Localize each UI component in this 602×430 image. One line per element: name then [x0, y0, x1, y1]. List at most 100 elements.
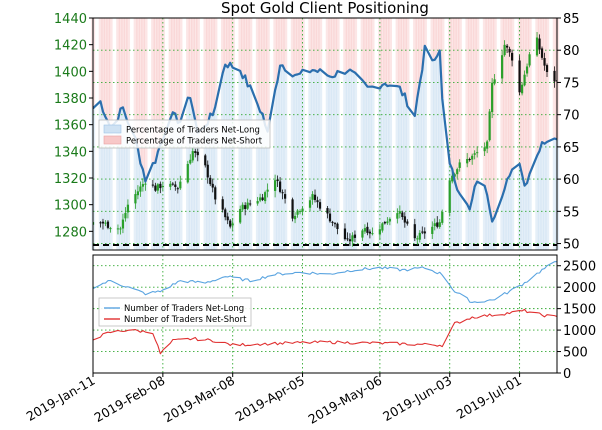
net-long-band [318, 69, 323, 250]
candle-body [249, 203, 252, 205]
pct-tick-label: 85 [563, 12, 580, 27]
candle-body [456, 169, 459, 175]
candle-body [388, 218, 391, 222]
candle-body [104, 222, 107, 224]
net-short-band [415, 18, 420, 98]
candle-body [518, 60, 521, 93]
date-tick-label: 2019-Mar-08 [161, 373, 237, 426]
candle-body [274, 180, 277, 191]
percentage-axis: 50 55 60 65 70 75 80 85 [557, 12, 580, 253]
net-short-band [173, 18, 178, 114]
candle-body [398, 211, 401, 214]
net-long-band [108, 127, 113, 250]
net-short-band [245, 18, 250, 87]
candle-body [244, 205, 247, 209]
net-short-band [240, 18, 245, 79]
net-long-band [98, 101, 103, 250]
date-tick-label: 2019-Jul-01 [454, 373, 524, 422]
candle-body [336, 223, 339, 230]
net-short-band [457, 18, 462, 194]
candle-body [436, 222, 439, 227]
net-long-band [383, 83, 388, 250]
net-short-band [395, 18, 400, 87]
net-long-band [537, 150, 542, 250]
candle-body [226, 216, 229, 221]
net-short-band [335, 18, 340, 72]
candle-body [204, 155, 207, 166]
net-short-band [435, 18, 440, 56]
net-long-band [418, 82, 422, 250]
candle-body [154, 185, 157, 191]
net-long-band [552, 138, 557, 250]
candle-body [326, 208, 329, 214]
candle-body [116, 228, 120, 230]
candle-body [196, 151, 199, 156]
net-long-band [435, 55, 440, 250]
net-long-band [328, 76, 333, 250]
net-long-band [350, 71, 355, 250]
net-long-band [153, 162, 158, 250]
candle-body [525, 66, 529, 74]
net-long-band [500, 196, 505, 250]
net-short-band [141, 18, 146, 170]
net-short-band [280, 18, 285, 66]
candle-body [171, 183, 174, 185]
net-short-band [136, 18, 141, 149]
net-short-band [522, 18, 527, 186]
net-short-band [475, 18, 480, 182]
net-long-swatch [103, 124, 122, 134]
net-short-band [470, 18, 475, 200]
net-long-band [143, 181, 148, 250]
net-short-band [455, 18, 460, 190]
net-long-band [502, 189, 507, 250]
net-long-band [485, 194, 490, 250]
net-short-band [243, 18, 248, 76]
candle-body [126, 204, 130, 213]
price-tick-label: 1440 [54, 12, 87, 27]
candle-body [423, 231, 426, 234]
candle-body [194, 151, 197, 153]
net-short-band [492, 18, 497, 217]
net-long-band [420, 70, 425, 250]
candle-body [224, 209, 227, 218]
net-long-count-series [93, 261, 557, 303]
net-short-band [143, 18, 148, 182]
count-tick-label: 1500 [563, 303, 596, 318]
net-short-band [370, 18, 375, 87]
net-long-band [398, 86, 402, 250]
bottom-frame-rect [92, 254, 558, 374]
net-short-band [171, 18, 175, 113]
net-short-band [345, 18, 350, 72]
count-tick-label: 0 [563, 367, 571, 382]
net-short-band [502, 18, 507, 190]
candle-body [293, 215, 297, 220]
net-long-band [106, 121, 111, 251]
net-long-band [223, 64, 228, 250]
candle-body [401, 212, 404, 218]
candle-body [239, 209, 242, 223]
candle-body [264, 192, 267, 202]
net-short-band [213, 18, 218, 107]
candle-body [211, 183, 214, 188]
count-tick-label: 2500 [563, 260, 596, 275]
candle-body [261, 197, 264, 200]
net-long-band [455, 189, 460, 250]
candle-body [191, 151, 194, 161]
net-long-band [472, 186, 477, 250]
date-tick-label: 2019-Jan-11 [24, 373, 98, 424]
candle-body [386, 221, 389, 224]
net-short-band [368, 18, 373, 87]
candle-body [466, 158, 469, 164]
net-long-band [188, 98, 193, 250]
net-long-band [522, 185, 527, 250]
net-short-band [265, 18, 270, 132]
candle-body [331, 221, 334, 223]
candle-body [169, 183, 172, 187]
net-long-band [275, 80, 280, 250]
candle-body [151, 184, 154, 186]
candle-body [473, 153, 476, 155]
net-long-band [300, 69, 305, 250]
net-long-band [378, 88, 383, 250]
chart-title: Spot Gold Client Positioning [221, 0, 429, 17]
